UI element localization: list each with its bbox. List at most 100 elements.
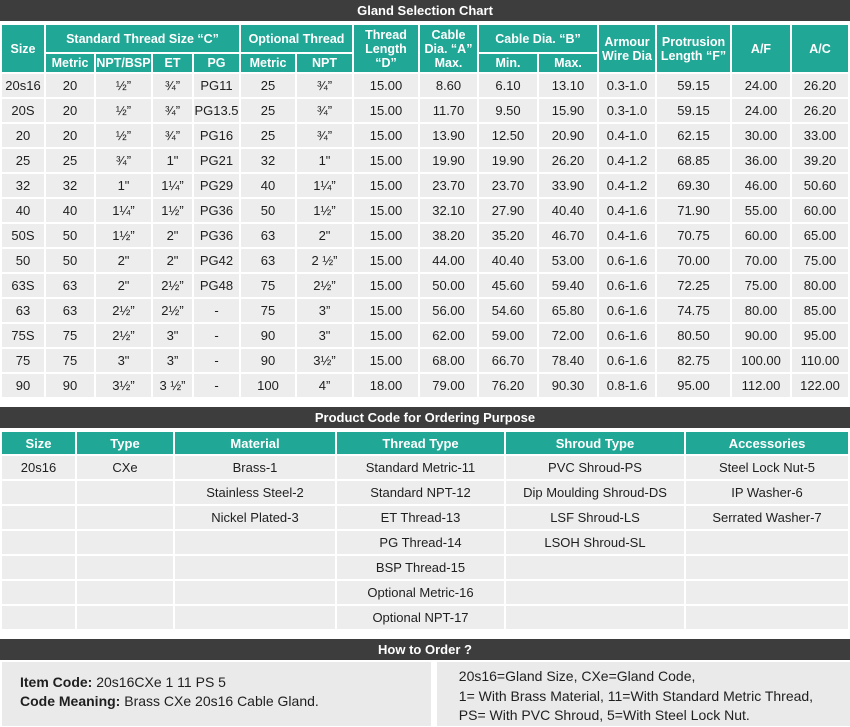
- table-cell: 53.00: [539, 249, 597, 272]
- code-meaning-label: Code Meaning:: [20, 693, 121, 709]
- table-cell: 13.10: [539, 74, 597, 97]
- table-row: 63 63 2½” 2½” -75 3” 15.00 56.00 54.60 65.80 0.6-1…: [2, 299, 848, 322]
- table-cell: 19.90: [479, 149, 537, 172]
- table-cell: ¾”: [297, 74, 352, 97]
- table-cell: 40: [2, 199, 44, 222]
- table-cell: 74.75: [657, 299, 730, 322]
- col-header-size: Size: [2, 432, 75, 454]
- spacer: [0, 399, 850, 407]
- table-cell: [686, 606, 848, 629]
- table-cell: 70.75: [657, 224, 730, 247]
- table-cell: 75: [241, 299, 295, 322]
- table-cell: 1": [96, 174, 151, 197]
- table-cell: 59.00: [479, 324, 537, 347]
- table-cell: 11.70: [420, 99, 477, 122]
- table-cell: Nickel Plated-3: [175, 506, 335, 529]
- table-cell: ¾”: [153, 124, 192, 147]
- table-row: 63S 63 2" 2½” PG48 75 2½” 15.00 50.00 45.60 59.40 0…: [2, 274, 848, 297]
- table-cell: 26.20: [792, 74, 848, 97]
- table-cell: 20S: [2, 99, 44, 122]
- table-cell: Dip Moulding Shroud-DS: [506, 481, 684, 504]
- table-cell: 110.00: [792, 349, 848, 372]
- table-cell: 46.00: [732, 174, 790, 197]
- table-cell: 90: [2, 374, 44, 397]
- table-cell: 0.6-1.6: [599, 349, 655, 372]
- table-cell: [77, 506, 173, 529]
- table-cell: 33.00: [792, 124, 848, 147]
- table-cell: 36.00: [732, 149, 790, 172]
- subcol-header-min: Min.: [479, 54, 537, 72]
- table-cell: 0.4-1.6: [599, 199, 655, 222]
- table-cell: 95.00: [792, 324, 848, 347]
- table-row: Optional Metric-16: [2, 581, 848, 604]
- table-cell: 19.90: [420, 149, 477, 172]
- table-cell: 59.40: [539, 274, 597, 297]
- table-row: 75S 75 2½” 3" -90 3" 15.00 62.00 59.00 72.00 0.6-1…: [2, 324, 848, 347]
- table-cell: ¾”: [96, 149, 151, 172]
- table-cell: 9.50: [479, 99, 537, 122]
- table-cell: 68.85: [657, 149, 730, 172]
- table-cell: 0.4-1.0: [599, 124, 655, 147]
- table-cell: 1½”: [153, 199, 192, 222]
- table-cell: Steel Lock Nut-5: [686, 456, 848, 479]
- table-cell: 1¼”: [297, 174, 352, 197]
- table-cell: 1½”: [96, 224, 151, 247]
- table-cell: Brass-1: [175, 456, 335, 479]
- col-header-protrusion-length: Protrusion Length “F”: [657, 25, 730, 72]
- subcol-header-max: Max.: [539, 54, 597, 72]
- item-code-line: Item Code: 20s16CXe 1 11 PS 5: [20, 673, 431, 692]
- table-cell: 0.4-1.2: [599, 174, 655, 197]
- table-cell: 63: [241, 249, 295, 272]
- subcol-header-metric: Metric: [46, 54, 94, 72]
- table-cell: 65.80: [539, 299, 597, 322]
- table-cell: 56.00: [420, 299, 477, 322]
- table-cell: 20: [46, 124, 94, 147]
- table-cell: 15.00: [354, 274, 418, 297]
- table-cell: -: [194, 324, 239, 347]
- table-cell: 85.00: [792, 299, 848, 322]
- gland-chart-title: Gland Selection Chart: [0, 0, 850, 21]
- table-cell: PG13.5: [194, 99, 239, 122]
- table-cell: PG36: [194, 224, 239, 247]
- table-cell: 40: [241, 174, 295, 197]
- table-cell: 50: [46, 249, 94, 272]
- table-cell: PG29: [194, 174, 239, 197]
- table-cell: 78.40: [539, 349, 597, 372]
- table-cell: ½”: [96, 124, 151, 147]
- col-header-cable-dia-a: Cable Dia. “A” Max.: [420, 25, 477, 72]
- table-cell: 4”: [297, 374, 352, 397]
- table-cell: 45.60: [479, 274, 537, 297]
- table-cell: [506, 581, 684, 604]
- table-cell: 75: [46, 349, 94, 372]
- group-header-standard-thread: Standard Thread Size “C”: [46, 25, 239, 52]
- table-cell: 39.20: [792, 149, 848, 172]
- table-row: 75 75 3" 3” -90 3½” 15.00 68.00 66.70 78.40 0.6-1.…: [2, 349, 848, 372]
- table-cell: [2, 531, 75, 554]
- table-cell: 95.00: [657, 374, 730, 397]
- table-cell: 44.00: [420, 249, 477, 272]
- table-cell: 54.60: [479, 299, 537, 322]
- table-cell: 12.50: [479, 124, 537, 147]
- subcol-header-opt-npt: NPT: [297, 54, 352, 72]
- table-cell: 112.00: [732, 374, 790, 397]
- product-code-table: Size Type Material Thread Type Shroud Ty…: [0, 430, 850, 631]
- table-cell: 55.00: [732, 199, 790, 222]
- table-cell: 59.15: [657, 99, 730, 122]
- col-header-af: A/F: [732, 25, 790, 72]
- col-header-thread-type: Thread Type: [337, 432, 504, 454]
- table-cell: 90: [46, 374, 94, 397]
- table-cell: [686, 531, 848, 554]
- table-cell: 32: [241, 149, 295, 172]
- table-cell: 26.20: [539, 149, 597, 172]
- table-cell: 15.90: [539, 99, 597, 122]
- table-cell: 3 ½”: [153, 374, 192, 397]
- table-cell: [2, 556, 75, 579]
- table-cell: 50: [241, 199, 295, 222]
- table-cell: 75.00: [732, 274, 790, 297]
- table-cell: CXe: [77, 456, 173, 479]
- table-cell: 100.00: [732, 349, 790, 372]
- table-cell: [175, 531, 335, 554]
- table-cell: 70.00: [732, 249, 790, 272]
- table-cell: -: [194, 299, 239, 322]
